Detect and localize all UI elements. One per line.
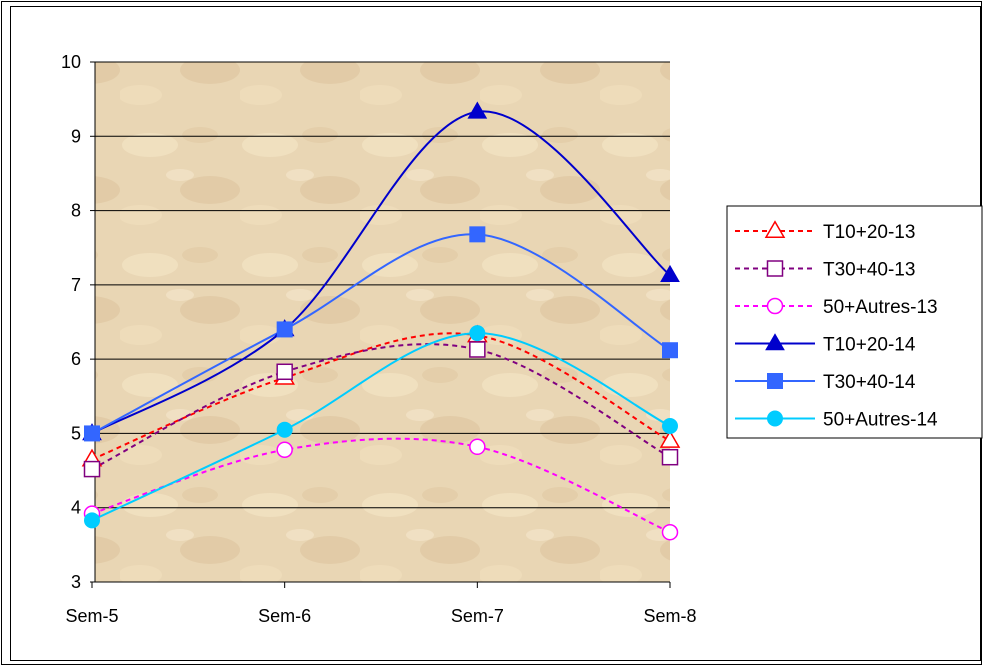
legend-swatch-marker [767,410,783,427]
series-line-4 [91,233,671,435]
y-tick-label: 4 [71,498,81,518]
data-point-marker [661,448,679,466]
data-point-marker [660,264,680,282]
data-point-marker [276,363,293,381]
x-tick-label: Sem-5 [65,606,118,626]
gridlines [95,61,670,509]
data-point-marker [469,325,486,342]
series-lines [91,110,671,534]
y-tick-label: 5 [71,423,81,443]
y-tick-label: 6 [71,349,81,369]
legend-label: 50+Autres-13 [823,297,938,318]
legend: T10+20-13 T30+40-13 50+Autres-13 T10+20-14 T… [735,220,938,431]
legend-swatch-marker [765,333,785,351]
data-point-marker [83,460,101,478]
data-point-marker [84,512,100,529]
data-point-marker [276,441,293,459]
y-tick-label: 3 [71,572,81,592]
data-point-marker [467,101,488,119]
data-point-marker [84,425,100,442]
legend-swatch-marker [764,220,786,239]
data-point-marker [276,421,293,438]
data-point-marker [276,321,293,338]
data-point-marker [662,342,678,359]
data-point-marker [659,430,681,448]
series-line-1 [91,343,671,470]
legend-label: T30+40-13 [823,260,915,281]
legend-swatch-marker [767,373,783,389]
y-tick-label: 10 [61,52,81,72]
legend-label: 50+Autres-14 [823,410,938,431]
legend-label: T10+20-14 [823,335,916,356]
data-point-marker [661,523,679,541]
series-line-5 [91,332,671,522]
plot-area [95,62,670,582]
series-line-2 [91,437,671,534]
x-tick-label: Sem-8 [643,606,696,626]
legend-swatch-marker [766,260,784,277]
data-point-marker [469,341,486,358]
legend-label: T10+20-13 [823,222,915,243]
legend-swatch-marker [766,297,784,315]
series-markers [81,101,681,541]
legend-label: T30+40-14 [823,372,916,393]
legend-box [726,205,983,439]
y-tick-label: 9 [71,126,81,146]
data-point-marker [662,418,678,434]
x-tick-label: Sem-7 [451,606,504,626]
series-line-3 [91,110,671,435]
x-tick-label: Sem-6 [258,606,311,626]
x-tick-labels: Sem-5 Sem-6 Sem-7 Sem-8 [65,606,696,626]
y-tick-label: 8 [71,201,81,221]
data-point-marker [469,226,486,243]
series-line-0 [91,332,671,461]
y-tick-label: 7 [71,275,81,295]
y-tick-labels: 3 4 5 6 7 8 9 10 [61,52,81,592]
data-point-marker [469,438,486,456]
